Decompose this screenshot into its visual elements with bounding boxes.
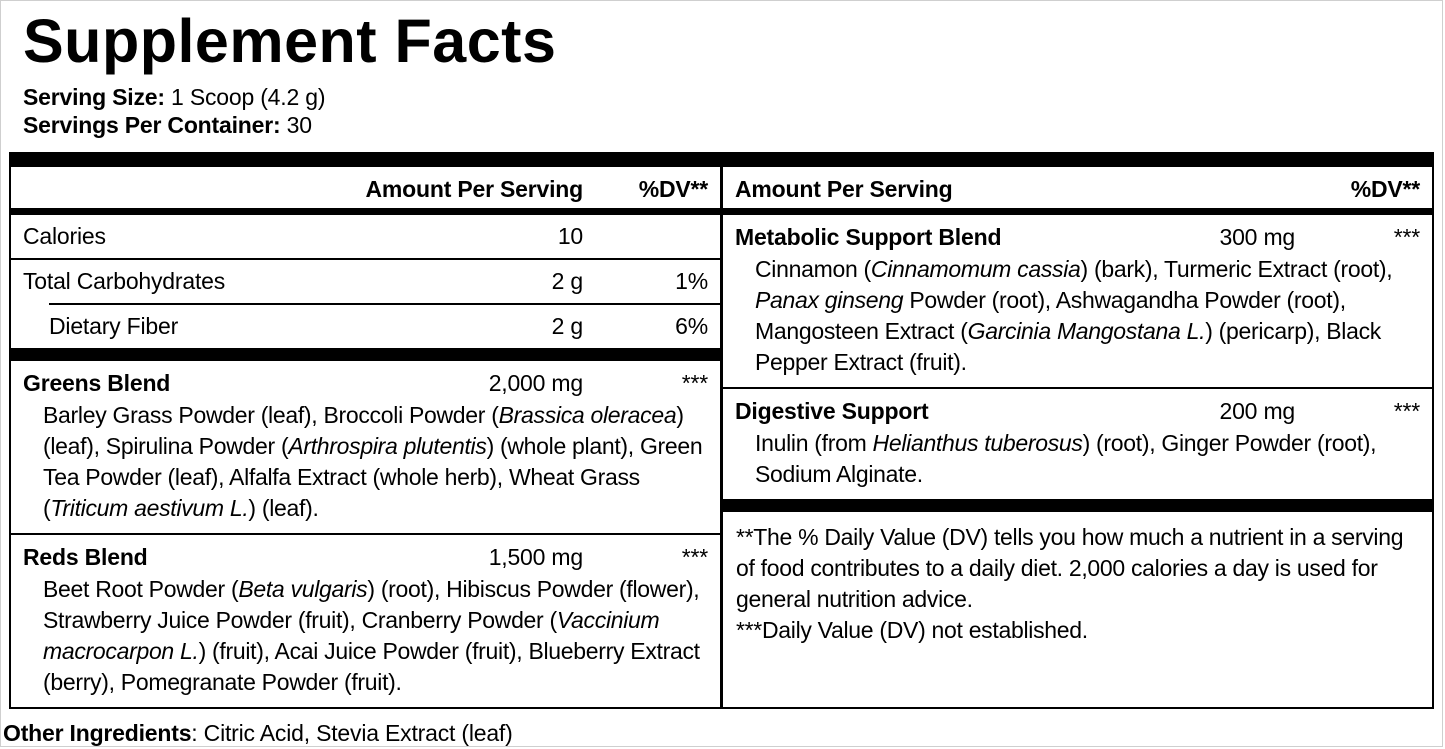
- blend-dv: ***: [1393, 398, 1420, 424]
- latin-name: Vaccinium macrocarpon L.: [43, 607, 660, 664]
- latin-name: Triticum aestivum L.: [50, 495, 249, 521]
- facts-table: Amount Per Serving %DV** Calories 10 Total C…: [9, 152, 1434, 709]
- col-header-amount: Amount Per Serving: [365, 176, 584, 202]
- nutrient-amount: 2 g: [551, 268, 584, 294]
- ingredient-text: ) (leaf).: [248, 495, 319, 521]
- ingredient-text: Inulin (from: [755, 430, 873, 456]
- ingredient-text: ) (fruit), Acai Juice Powder (fruit), Bl…: [43, 638, 700, 695]
- servings-per-container-value: 30: [280, 112, 312, 138]
- page-title: Supplement Facts: [23, 7, 557, 75]
- ingredient-text: ) (bark), Turmeric Extract (root),: [1080, 256, 1393, 282]
- other-ingredients-value: : Citric Acid, Stevia Extract (leaf): [191, 720, 513, 746]
- blend-amount: 1,500 mg: [488, 544, 584, 570]
- separator-line: [723, 387, 1432, 389]
- blend-row-reds-blend: Reds Blend 1,500 mg ***: [11, 535, 720, 573]
- blend-ingredients-digestive-support: Inulin (from Helianthus tuberosus) (root…: [723, 427, 1432, 499]
- blend-name: Reds Blend: [23, 544, 148, 570]
- table-top-bar: [11, 154, 1432, 167]
- blend-row-greens-blend: Greens Blend 2,000 mg ***: [11, 361, 720, 399]
- latin-name: Garcinia Mangostana L.: [967, 318, 1206, 344]
- blend-name: Digestive Support: [735, 398, 929, 424]
- column-divider: [720, 167, 723, 707]
- separator-line: [11, 533, 720, 535]
- section-bar: [723, 499, 1432, 512]
- serving-size-value: 1 Scoop (4.2 g): [164, 84, 326, 110]
- blend-amount: 200 mg: [1219, 398, 1295, 424]
- section-bar: [11, 348, 720, 361]
- blend-row-digestive-support: Digestive Support 200 mg ***: [723, 389, 1432, 427]
- footnote: ***Daily Value (DV) not established.: [736, 617, 1088, 643]
- col-header-amount: Amount Per Serving: [735, 176, 953, 202]
- blend-amount: 300 mg: [1219, 224, 1295, 250]
- ingredient-text: Cinnamon (: [755, 256, 871, 282]
- latin-name: Arthrospira plutentis: [288, 433, 487, 459]
- latin-name: Brassica oleracea: [498, 402, 677, 428]
- nutrient-row-dietary-fiber: Dietary Fiber 2 g 6%: [11, 305, 720, 348]
- separator-line: [49, 303, 720, 305]
- separator-line: [11, 258, 720, 260]
- blend-ingredients-reds-blend: Beet Root Powder (Beta vulgaris) (root),…: [11, 573, 720, 707]
- blend-dv: ***: [681, 370, 708, 396]
- nutrient-dv: 6%: [675, 313, 708, 339]
- serving-size-label: Serving Size:: [23, 84, 165, 110]
- footnote: **The % Daily Value (DV) tells you how m…: [736, 524, 1404, 612]
- table-columns: Amount Per Serving %DV** Calories 10 Total C…: [11, 167, 1432, 707]
- nutrient-amount: 2 g: [551, 313, 584, 339]
- other-ingredients-label: Other Ingredients: [3, 720, 192, 746]
- servings-per-container-label: Servings Per Container:: [23, 112, 281, 138]
- blend-name: Metabolic Support Blend: [735, 224, 1002, 250]
- blend-dv: ***: [681, 544, 708, 570]
- left-column: Amount Per Serving %DV** Calories 10 Total C…: [11, 167, 720, 707]
- other-ingredients-line: Other Ingredients: Citric Acid, Stevia E…: [3, 720, 1442, 747]
- blend-row-metabolic-support-blend: Metabolic Support Blend 300 mg ***: [723, 215, 1432, 253]
- servings-per-container-row: Servings Per Container: 30: [23, 111, 1442, 139]
- column-header: Amount Per Serving %DV**: [11, 167, 720, 215]
- ingredient-text: Beet Root Powder (: [43, 576, 239, 602]
- ingredient-text: Barley Grass Powder (leaf), Broccoli Pow…: [43, 402, 499, 428]
- blend-amount: 2,000 mg: [488, 370, 584, 396]
- ingredient-text: ) (root), Hibiscus Powder (flower), Stra…: [43, 576, 700, 633]
- nutrient-amount: 10: [557, 223, 583, 249]
- nutrient-name: Total Carbohydrates: [23, 268, 226, 294]
- nutrient-row-calories: Calories 10: [11, 215, 720, 258]
- column-header: Amount Per Serving %DV**: [723, 167, 1432, 215]
- latin-name: Beta vulgaris: [238, 576, 368, 602]
- nutrient-dv: 1%: [675, 268, 708, 294]
- right-column: Amount Per Serving %DV** Metabolic Support…: [723, 167, 1432, 707]
- blend-ingredients-greens-blend: Barley Grass Powder (leaf), Broccoli Pow…: [11, 399, 720, 533]
- ingredient-text: ) (leaf), Spirulina Powder (: [43, 402, 684, 459]
- serving-size-row: Serving Size: 1 Scoop (4.2 g): [23, 83, 1442, 111]
- latin-name: Helianthus tuberosus: [872, 430, 1083, 456]
- blend-name: Greens Blend: [23, 370, 171, 396]
- ingredient-text: ) (whole plant), Green Tea Powder (leaf)…: [43, 433, 703, 521]
- nutrient-name: Dietary Fiber: [49, 313, 179, 339]
- blend-dv: ***: [1393, 224, 1420, 250]
- ingredient-text: ) (pericarp), Black Pepper Extract (frui…: [755, 318, 1382, 375]
- footnotes: **The % Daily Value (DV) tells you how m…: [723, 512, 1432, 654]
- ingredient-text: Powder (root), Ashwagandha Powder (root)…: [755, 287, 1346, 344]
- latin-name: Panax ginseng: [755, 287, 904, 313]
- nutrient-name: Calories: [23, 223, 106, 249]
- nutrient-row-total-carbohydrates: Total Carbohydrates 2 g 1%: [11, 260, 720, 303]
- col-header-dv: %DV**: [638, 176, 709, 202]
- latin-name: Cinnamomum cassia: [870, 256, 1081, 282]
- blend-ingredients-metabolic-support-blend: Cinnamon (Cinnamomum cassia) (bark), Tur…: [723, 253, 1432, 387]
- col-header-dv: %DV**: [1350, 176, 1421, 202]
- ingredient-text: ) (root), Ginger Powder (root), Sodium A…: [755, 430, 1377, 487]
